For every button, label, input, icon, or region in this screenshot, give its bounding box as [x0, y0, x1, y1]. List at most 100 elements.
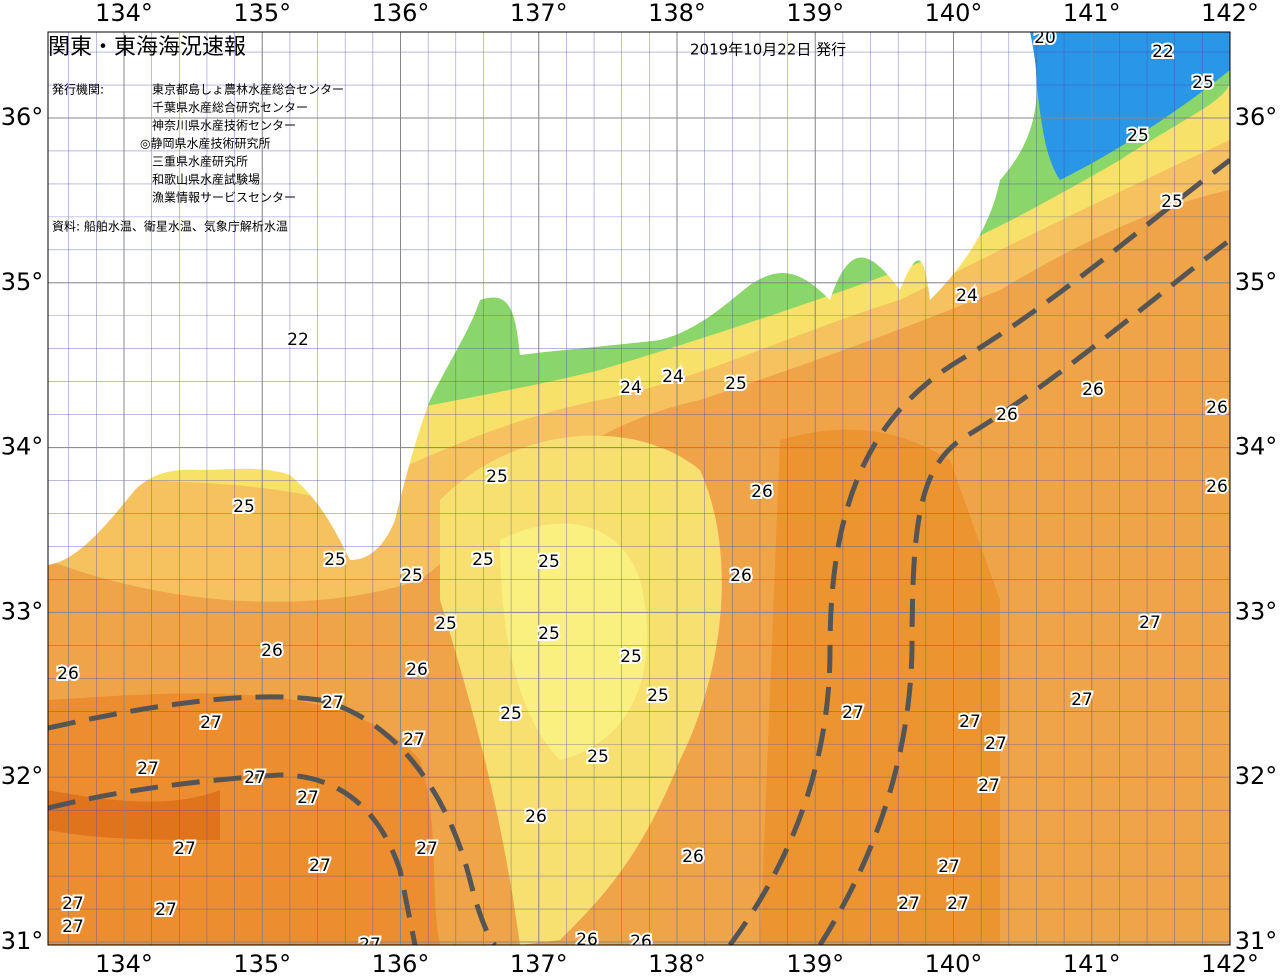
isotherm-label: 26	[525, 807, 547, 827]
longitude-label: 135°	[233, 950, 291, 978]
publisher: 千葉県水産総合研究センター	[152, 100, 308, 115]
longitude-label: 142°	[1201, 0, 1259, 27]
publisher: 三重県水産研究所	[152, 154, 248, 169]
issue-date: 2019年10月22日 発行	[690, 41, 846, 59]
publisher: 和歌山県水産試験場	[152, 172, 260, 187]
isotherm-label: 25	[233, 497, 255, 517]
isotherm-label: 25	[1192, 73, 1214, 93]
isotherm-label: 26	[751, 482, 773, 502]
longitude-label: 135°	[233, 0, 291, 27]
isotherm-label: 27	[1139, 613, 1161, 633]
longitude-label: 137°	[510, 0, 568, 27]
latitude-label: 36°	[1235, 103, 1278, 131]
latitude-label: 31°	[1, 927, 44, 955]
longitude-label: 139°	[786, 0, 844, 27]
land	[48, 32, 1037, 565]
latitude-label: 32°	[1235, 762, 1278, 790]
isotherm-label: 26	[682, 847, 704, 867]
kuroshio-path	[48, 158, 1230, 945]
isotherm-label: 27	[842, 703, 864, 723]
isotherm-label: 27	[359, 935, 381, 955]
isotherm-label: 26	[1206, 477, 1228, 497]
publishers-label: 発行機関:	[52, 82, 104, 97]
isotherm-label: 25	[324, 550, 346, 570]
isotherm-label: 27	[947, 894, 969, 914]
isotherm-label: 26	[1206, 398, 1228, 418]
isotherm-label: 25	[401, 566, 423, 586]
coldest-tongue	[500, 523, 648, 760]
isotherm-label: 26	[57, 664, 79, 684]
isotherm-label: 27	[959, 712, 981, 732]
longitude-label: 139°	[786, 950, 844, 978]
isotherm-label: 25	[435, 614, 457, 634]
longitude-label: 141°	[1063, 0, 1121, 27]
isotherm-label: 25	[1161, 192, 1183, 212]
longitude-label: 134°	[95, 950, 153, 978]
isotherm-label: 25	[500, 704, 522, 724]
longitude-label: 138°	[648, 0, 706, 27]
isotherm-label: 27	[1071, 690, 1093, 710]
isotherm-label: 22	[1152, 42, 1174, 62]
isotherm-label: 25	[587, 747, 609, 767]
isotherm-label: 25	[486, 467, 508, 487]
latitude-label: 33°	[1235, 597, 1278, 625]
longitude-label: 136°	[372, 0, 430, 27]
longitude-label: 141°	[1063, 950, 1121, 978]
latitude-label: 32°	[1, 762, 44, 790]
isotherm-label: 27	[309, 856, 331, 876]
kuroshio-axis	[48, 694, 497, 945]
isotherm-label: 27	[416, 839, 438, 859]
isotherm-label: 26	[576, 930, 598, 950]
latitude-label: 35°	[1235, 268, 1278, 296]
isotherm-label: 25	[647, 686, 669, 706]
kuroshio-east	[727, 158, 1230, 945]
isotherm-label: 26	[1082, 380, 1104, 400]
isotherm-label: 26	[630, 932, 652, 952]
isotherm-label: 25	[725, 374, 747, 394]
latitude-label: 33°	[1, 597, 44, 625]
isotherm-label: 24	[662, 367, 684, 387]
longitude-label: 134°	[95, 0, 153, 27]
longitude-label: 142°	[1201, 950, 1259, 978]
isotherm-label: 24	[620, 378, 642, 398]
longitude-label: 140°	[925, 950, 983, 978]
isotherm-label: 27	[174, 839, 196, 859]
latitude-label: 34°	[1235, 433, 1278, 461]
isotherm-label: 26	[996, 405, 1018, 425]
isotherm-label: 27	[403, 730, 425, 750]
frame	[47, 31, 1231, 946]
isotherm-label: 27	[898, 894, 920, 914]
isotherm-label: 25	[538, 624, 560, 644]
isotherm-label: 20	[1034, 28, 1056, 48]
isotherm-label: 27	[244, 768, 266, 788]
isotherm-label: 27	[985, 734, 1007, 754]
longitude-label: 137°	[510, 950, 568, 978]
fine-grid	[48, 32, 1230, 945]
publishers: 東京都島しょ農林水産総合センター千葉県水産総合研究センター神奈川県水産技術センタ…	[140, 82, 344, 205]
latitude-label: 36°	[1, 103, 44, 131]
warm-core	[48, 693, 440, 945]
longitude-label: 138°	[648, 950, 706, 978]
isotherm-label: 27	[62, 894, 84, 914]
isotherm-label: 27	[978, 776, 1000, 796]
isotherm-label: 27	[137, 759, 159, 779]
isotherm-label: 25	[620, 647, 642, 667]
isotherm-label: 25	[538, 552, 560, 572]
kuroshio-east-edge	[817, 238, 1230, 945]
publisher: ◎静岡県水産技術研究所	[140, 136, 270, 151]
isotherm-label: 26	[261, 641, 283, 661]
isotherm-label: 25	[472, 550, 494, 570]
cold-water	[1030, 32, 1230, 180]
longitude-label: 136°	[372, 950, 430, 978]
title: 関東・東海海況速報	[48, 35, 246, 60]
isotherm-label: 24	[956, 286, 978, 306]
warm-band	[760, 429, 1000, 945]
latitude-label: 31°	[1235, 927, 1278, 955]
isotherm-label: 22	[287, 330, 309, 350]
publisher: 東京都島しょ農林水産総合センター	[152, 82, 344, 97]
data-source: 資料: 船舶水温、衛星水温、気象庁解析水温	[52, 219, 288, 234]
